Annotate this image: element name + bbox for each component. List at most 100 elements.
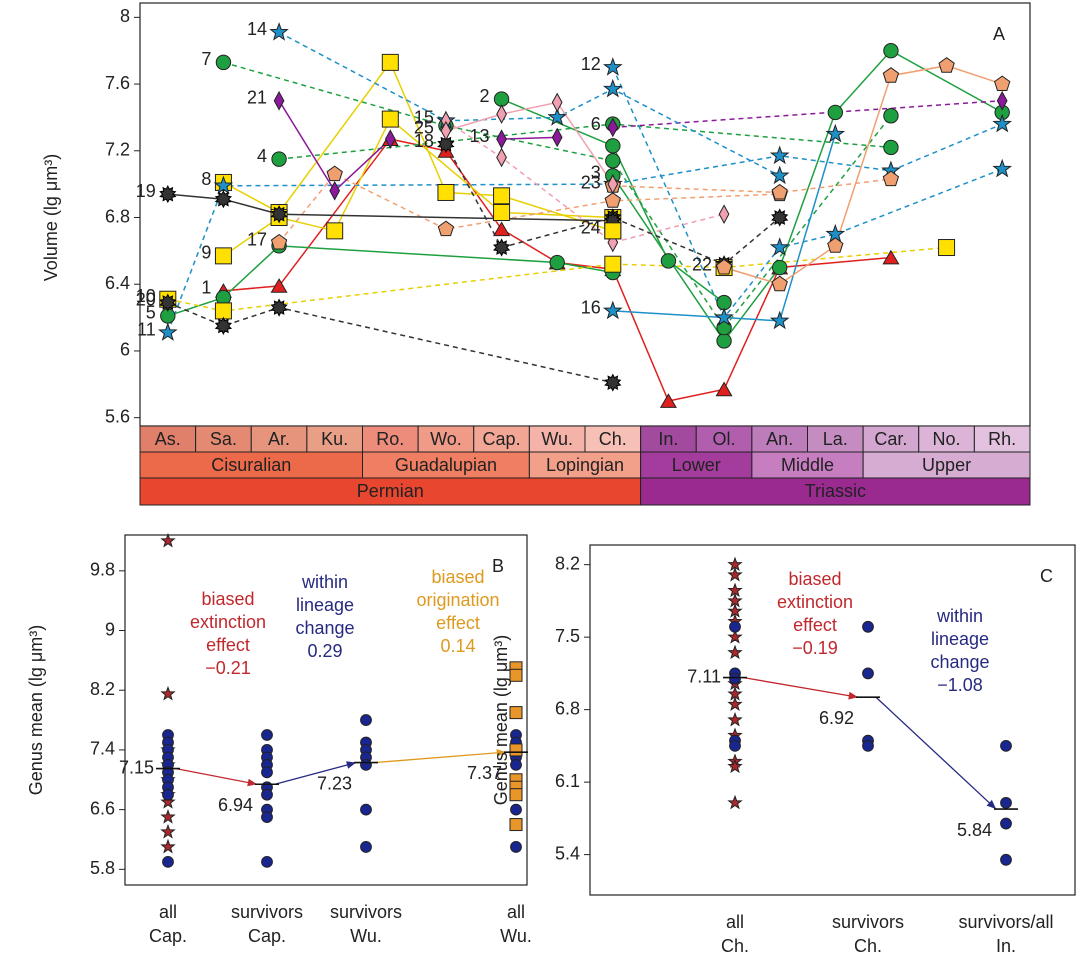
stage-label: Cap. — [483, 429, 521, 449]
point — [862, 739, 874, 752]
series-label: 25 — [414, 118, 434, 138]
mean-label: 6.92 — [819, 708, 854, 728]
series-label: 5 — [146, 303, 156, 323]
point — [496, 147, 507, 168]
point — [437, 220, 455, 237]
point — [162, 855, 174, 868]
epoch-cell — [362, 451, 530, 479]
x-tick-label: Wu. — [500, 926, 532, 946]
point — [381, 110, 399, 128]
series-line — [167, 123, 1003, 333]
stage-label: Ro. — [376, 429, 404, 449]
point — [326, 222, 344, 240]
annotation: biased — [788, 569, 841, 589]
point — [882, 67, 900, 83]
point — [771, 275, 788, 292]
series-label: 22 — [692, 254, 712, 274]
annotation: change — [295, 618, 354, 638]
stage-cell — [973, 425, 1031, 453]
series-line — [612, 67, 1003, 320]
point — [496, 129, 507, 149]
stage-cell — [250, 425, 308, 453]
point — [326, 165, 343, 182]
x-tick-label: survivors/all — [958, 912, 1053, 932]
point — [437, 135, 455, 154]
epoch-label: Guadalupian — [395, 455, 497, 475]
point — [162, 788, 174, 801]
stage-label: Ar. — [268, 429, 290, 449]
epoch-label: Lower — [672, 455, 721, 475]
series-line — [279, 123, 891, 160]
point — [551, 92, 563, 113]
point — [607, 174, 619, 194]
point — [604, 192, 621, 208]
point — [360, 758, 372, 771]
y-tick-label: 8 — [120, 6, 130, 26]
annotation: biased — [431, 567, 484, 587]
point — [605, 138, 621, 154]
series-label: 15 — [414, 108, 434, 128]
period-cell — [640, 477, 1031, 506]
stage-label: Car. — [874, 429, 907, 449]
point — [440, 120, 452, 141]
point — [273, 90, 285, 111]
point — [727, 644, 743, 660]
epoch-cell — [528, 451, 642, 479]
point — [825, 123, 846, 143]
point — [261, 811, 273, 823]
point — [214, 316, 233, 335]
series-label: 17 — [247, 229, 267, 249]
point — [214, 302, 232, 320]
series-label: 20 — [136, 289, 156, 309]
point — [883, 43, 899, 59]
annotation: within — [936, 606, 983, 626]
arrow — [373, 751, 507, 764]
point — [1000, 817, 1012, 830]
series-line — [723, 64, 1003, 286]
x-tick-label: Cap. — [248, 926, 286, 946]
epoch-label: Middle — [781, 455, 834, 475]
point — [493, 91, 510, 107]
y-tick-label: 6 — [120, 340, 130, 360]
point — [769, 237, 790, 256]
stage-label: Wo. — [430, 429, 462, 449]
point — [769, 165, 790, 185]
y-tick-label: 9 — [105, 619, 115, 639]
point — [261, 855, 273, 868]
point — [157, 322, 178, 341]
arrow — [175, 767, 258, 785]
x-tick-label: all — [507, 902, 525, 922]
point — [602, 57, 623, 76]
y-tick-label: 6.1 — [555, 771, 580, 791]
point — [547, 107, 568, 126]
point — [437, 183, 455, 201]
y-tick-label: 6.8 — [555, 698, 580, 718]
stage-label: An. — [766, 429, 793, 449]
y-tick-label: 7.6 — [105, 73, 130, 93]
point — [160, 838, 176, 854]
y-tick-label: 6.4 — [105, 273, 130, 293]
mean-label: 6.94 — [218, 795, 253, 815]
point — [1000, 739, 1012, 752]
mean-label: 7.23 — [317, 773, 352, 793]
point — [270, 205, 288, 224]
series-label: 8 — [201, 169, 211, 189]
point — [214, 190, 233, 209]
series-line — [223, 60, 614, 232]
series-line — [612, 133, 837, 322]
point — [727, 696, 743, 711]
epoch-label: Upper — [922, 455, 971, 475]
mean-label: 7.15 — [119, 757, 154, 777]
series-label: 18 — [414, 131, 434, 151]
annotation: origination — [416, 590, 499, 610]
point — [384, 129, 396, 149]
annotation: −0.19 — [792, 638, 838, 658]
stage-cell — [362, 425, 419, 453]
point — [607, 232, 619, 253]
arrow — [875, 696, 997, 810]
annotation: −0.21 — [205, 658, 251, 678]
stage-label: In. — [658, 429, 678, 449]
point — [715, 381, 733, 397]
point — [509, 706, 523, 720]
series-label: 1 — [201, 278, 211, 298]
